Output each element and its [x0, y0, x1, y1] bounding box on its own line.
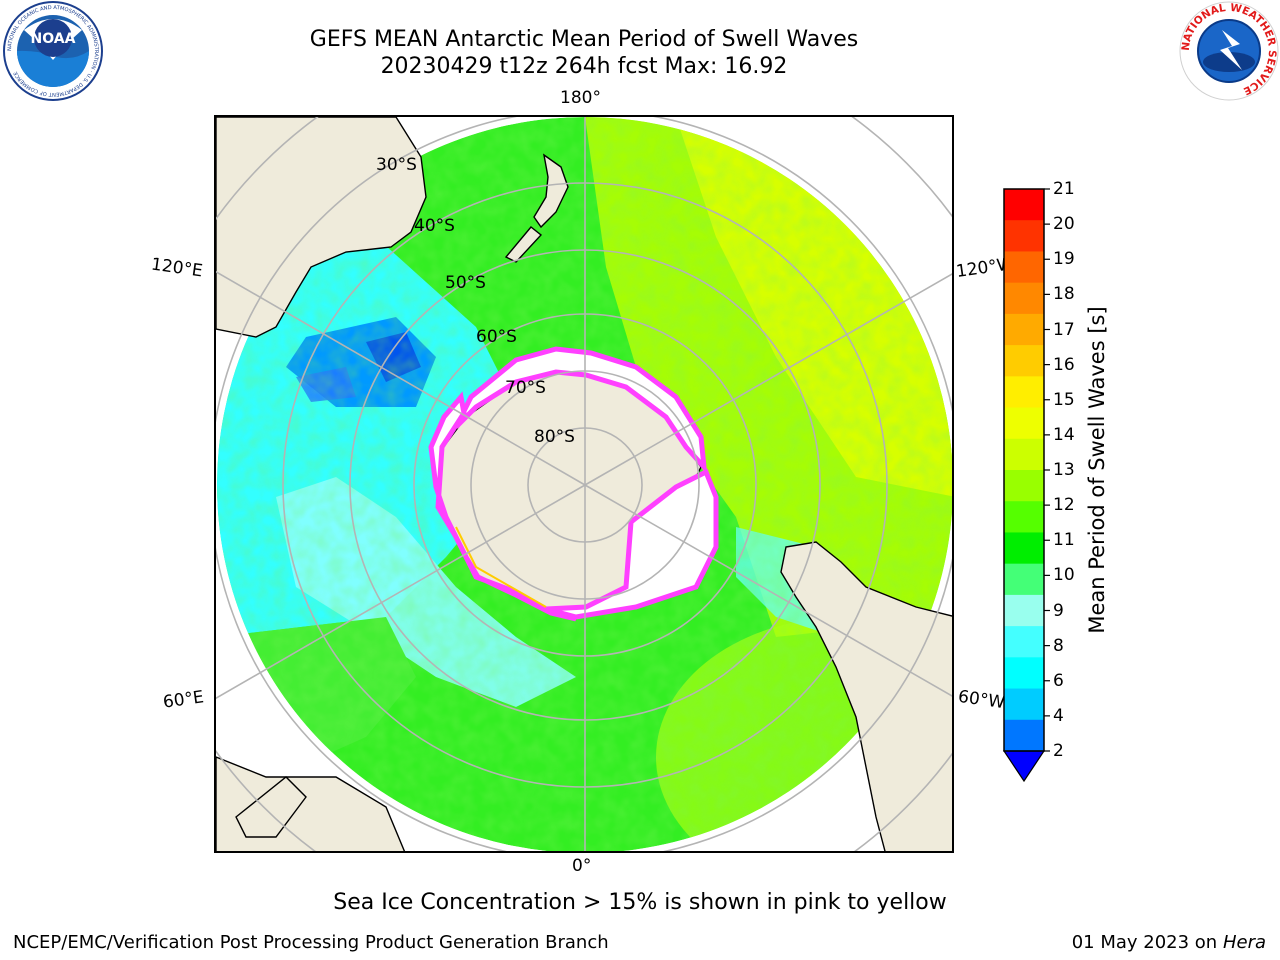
colorbar-cell — [1004, 688, 1044, 721]
nws-logo: NATIONAL WEATHER SERVICE — [1178, 0, 1280, 106]
colorbar-cell — [1004, 719, 1044, 752]
colorbar-tick-label: 8 — [1053, 635, 1064, 656]
map-panel: 30°S 40°S 50°S 60°S 70°S 80°S — [214, 115, 954, 853]
lat-label-80s: 80°S — [534, 427, 575, 447]
colorbar-tick-label: 4 — [1053, 705, 1064, 726]
footer-credit: NCEP/EMC/Verification Post Processing Pr… — [13, 932, 609, 953]
colorbar-cell — [1004, 563, 1044, 596]
polar-map: 30°S 40°S 50°S 60°S 70°S 80°S — [216, 117, 952, 851]
colorbar-tick-label: 18 — [1053, 284, 1075, 305]
colorbar-cell — [1004, 407, 1044, 440]
colorbar-tick-label: 11 — [1053, 530, 1075, 551]
lon-label-0: 0° — [572, 856, 592, 876]
colorbar-cell — [1004, 282, 1044, 315]
footer-host: Hera — [1222, 932, 1266, 953]
noaa-logo-text: NOAA — [31, 31, 76, 47]
lon-label-180: 180° — [560, 88, 601, 108]
colorbar-cell — [1004, 251, 1044, 284]
sea-ice — [428, 346, 719, 622]
latitude-labels: 30°S 40°S 50°S 60°S 70°S 80°S — [376, 155, 575, 447]
colorbar-cell — [1004, 376, 1044, 409]
colorbar — [1002, 188, 1050, 783]
colorbar-cell — [1004, 313, 1044, 346]
colorbar-cell — [1004, 189, 1044, 221]
colorbar-tick-label: 12 — [1053, 495, 1075, 516]
colorbar-tick-label: 13 — [1053, 460, 1075, 480]
colorbar-cell — [1004, 532, 1044, 565]
colorbar-cell — [1004, 626, 1044, 658]
lat-label-30s: 30°S — [376, 155, 417, 175]
colorbar-cell — [1004, 220, 1044, 252]
lat-label-40s: 40°S — [414, 216, 455, 236]
colorbar-cell — [1004, 594, 1044, 627]
lat-label-70s: 70°S — [505, 378, 546, 398]
footer-date-text: 01 May 2023 on — [1071, 932, 1218, 953]
footer-date: 01 May 2023 on Hera — [1072, 932, 1266, 953]
colorbar-tick-label: 9 — [1053, 600, 1064, 621]
colorbar-tick-label: 14 — [1053, 424, 1075, 445]
colorbar-cell — [1004, 470, 1044, 502]
colorbar-tick-label: 15 — [1053, 389, 1075, 410]
noaa-logo: NOAA NATIONAL OCEANIC AND ATMOSPHERIC AD… — [2, 0, 104, 106]
colorbar-label: Mean Period of Swell Waves [s] — [1085, 306, 1109, 634]
lat-label-50s: 50°S — [445, 273, 486, 293]
chart-title: GEFS MEAN Antarctic Mean Period of Swell… — [309, 27, 859, 52]
colorbar-cell — [1004, 657, 1044, 690]
colorbar-cell — [1004, 501, 1044, 533]
colorbar-tickmarks — [1044, 188, 1050, 752]
colorbar-tick-label: 10 — [1053, 565, 1075, 586]
lon-label-60w: 60°W — [956, 686, 1007, 714]
colorbar-tick-label: 2 — [1053, 741, 1064, 761]
sea-ice-note: Sea Ice Concentration > 15% is shown in … — [333, 890, 947, 915]
lon-label-120e: 120°E — [149, 254, 204, 282]
colorbar-tick-label: 20 — [1053, 214, 1075, 235]
graticule — [216, 117, 952, 851]
colorbar-tick-label: 16 — [1053, 354, 1075, 375]
lon-label-60e: 60°E — [161, 687, 206, 713]
australia-land — [216, 117, 427, 338]
lat-label-60s: 60°S — [476, 327, 517, 347]
colorbar-cell — [1004, 438, 1044, 471]
new-zealand-south-island — [504, 226, 543, 263]
colorbar-extend-arrow — [1002, 750, 1046, 783]
colorbar-cells — [1004, 189, 1044, 752]
colorbar-tick-label: 6 — [1053, 670, 1064, 691]
colorbar-tick-label: 17 — [1053, 319, 1075, 340]
colorbar-tick-label: 21 — [1053, 179, 1075, 199]
new-zealand-land — [533, 153, 569, 229]
colorbar-cell — [1004, 345, 1044, 377]
colorbar-tick-label: 19 — [1053, 249, 1075, 270]
madagascar-land — [235, 776, 307, 838]
chart-subtitle: 20230429 t12z 264h fcst Max: 16.92 — [380, 54, 788, 79]
